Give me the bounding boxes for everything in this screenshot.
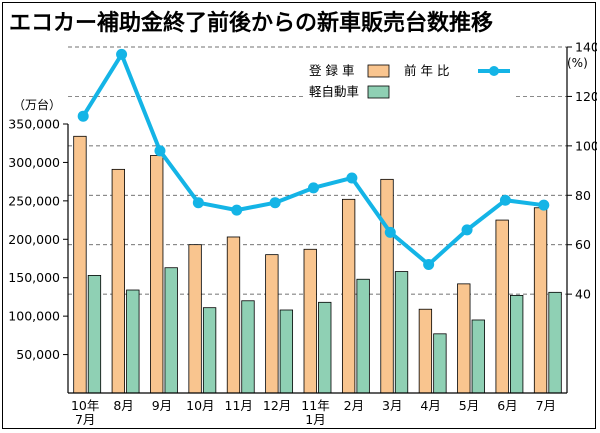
left-tick-label: 50,000 <box>16 347 60 362</box>
bar-kei-3 <box>202 307 217 394</box>
x-tick-label: 7月 <box>536 398 556 413</box>
legend-label-yoy: 前 年 比 <box>404 63 449 78</box>
bar-kei-5 <box>279 309 294 394</box>
chart-frame: エコカー補助金終了前後からの新車販売台数推移 50,000 100,000 150,… <box>2 2 597 429</box>
left-tick-label: 100,000 <box>8 309 60 324</box>
bar-registered-9 <box>418 308 433 394</box>
right-tick-label: 140 <box>575 40 597 55</box>
bar-kei-1 <box>126 289 140 394</box>
line-series <box>77 48 550 270</box>
right-tick-label: 80 <box>575 188 591 203</box>
right-axis-unit: (%) <box>567 56 588 70</box>
x-tick-label: 4月 <box>420 398 440 413</box>
bar-registered-8 <box>380 178 394 394</box>
bar-registered-0 <box>73 135 87 394</box>
left-tick-label: 250,000 <box>8 193 60 208</box>
bar-registered-1 <box>111 168 125 394</box>
yoy-point-4 <box>231 204 243 216</box>
x-tick-label: 5月 <box>459 398 479 413</box>
yoy-point-0 <box>77 110 89 122</box>
yoy-point-3 <box>192 197 204 209</box>
legend-label-registered: 登 録 車 <box>309 63 354 78</box>
bar-registered-12 <box>533 207 548 394</box>
legend-label-kei: 軽自動車 <box>309 84 359 99</box>
yoy-point-6 <box>308 182 319 194</box>
yoy-point-9 <box>423 258 435 270</box>
x-tick-label: 11年 <box>301 398 329 413</box>
x-tick-label: 3月 <box>382 398 402 413</box>
yoy-point-10 <box>461 224 473 236</box>
left-tick-label: 150,000 <box>8 270 60 285</box>
bar-registered-2 <box>150 155 164 394</box>
right-tick-label: 100 <box>575 138 597 153</box>
bar-kei-10 <box>471 319 485 394</box>
yoy-point-2 <box>154 145 166 157</box>
bar-kei-0 <box>87 275 102 394</box>
right-tick-label: 40 <box>575 287 591 302</box>
bar-registered-10 <box>457 283 471 394</box>
bar-kei-4 <box>241 300 255 394</box>
yoy-point-8 <box>384 226 396 238</box>
left-axis-ticks: 50,000 100,000 150,000 200,000 250,000 300,00… <box>8 117 68 362</box>
legend-box <box>304 58 514 102</box>
bar-kei-2 <box>164 267 178 394</box>
chart-title: エコカー補助金終了前後からの新車販売台数推移 <box>9 10 493 36</box>
bar-kei-8 <box>394 271 409 394</box>
bar-registered-11 <box>495 219 509 394</box>
legend-swatch-registered <box>367 64 390 78</box>
yoy-point-5 <box>269 197 281 209</box>
legend-swatch-yoy-dot <box>489 66 499 76</box>
bar-kei-6 <box>318 301 332 394</box>
sales-chart: エコカー補助金終了前後からの新車販売台数推移 50,000 100,000 150,… <box>8 10 597 427</box>
bar-marks <box>73 135 562 394</box>
x-tick-label: 8月 <box>113 398 133 413</box>
yoy-point-11 <box>499 194 511 206</box>
bar-registered-5 <box>265 254 279 394</box>
bar-kei-7 <box>356 278 370 394</box>
yoy-point-1 <box>116 48 128 60</box>
left-tick-label: 350,000 <box>8 117 60 132</box>
x-tick-label: 10月 <box>186 398 214 413</box>
bar-kei-12 <box>548 291 562 394</box>
right-axis-ticks: 40 60 80 100 120 140 <box>567 40 597 302</box>
legend-swatch-kei <box>367 85 390 99</box>
right-tick-label: 120 <box>575 89 597 104</box>
yoy-point-12 <box>538 199 550 211</box>
legend: 登 録 車 前 年 比 軽自動車 <box>304 58 514 102</box>
x-tick-label: 6月 <box>497 398 517 413</box>
x-tick-label: 9月 <box>152 398 172 413</box>
axes <box>67 47 568 394</box>
x-tick-label: 10年 <box>71 398 99 413</box>
x-tick-label: 12月 <box>263 398 291 413</box>
bar-registered-6 <box>303 248 317 394</box>
x-tick-label: 1月 <box>305 412 325 427</box>
left-tick-label: 300,000 <box>8 155 60 170</box>
bar-registered-7 <box>341 198 356 394</box>
left-tick-label: 200,000 <box>8 232 60 247</box>
x-tick-label: 11月 <box>225 398 253 413</box>
bar-kei-9 <box>433 333 447 394</box>
bar-kei-11 <box>510 294 524 394</box>
yoy-point-7 <box>346 172 358 184</box>
right-tick-label: 60 <box>575 237 591 252</box>
bar-registered-3 <box>188 244 202 394</box>
left-axis-unit: （万台） <box>13 97 61 112</box>
x-tick-label: 7月 <box>75 412 95 427</box>
bar-registered-4 <box>226 236 241 394</box>
x-tick-label: 2月 <box>344 398 364 413</box>
